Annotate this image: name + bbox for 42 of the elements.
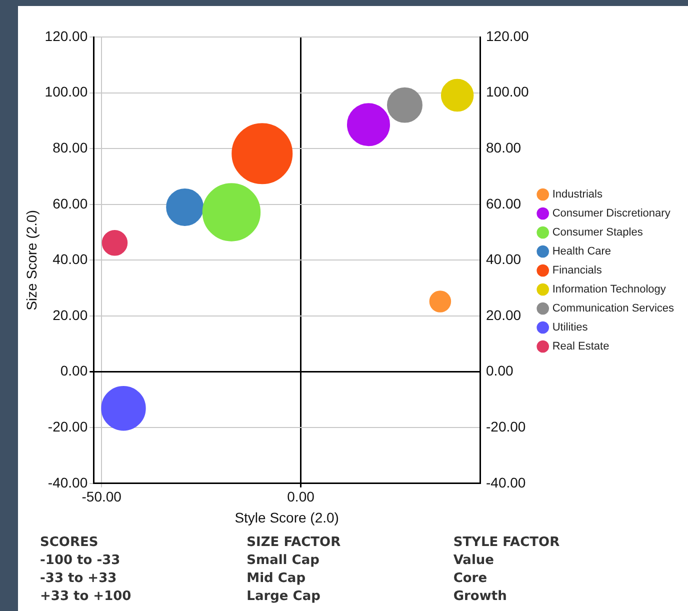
y2-tick-label: 40.00 bbox=[486, 251, 522, 268]
legend-label: Health Care bbox=[552, 246, 612, 258]
y-tick-label: 60.00 bbox=[52, 195, 88, 212]
y-tick-label: 20.00 bbox=[52, 306, 88, 323]
text: Value bbox=[453, 552, 495, 570]
text: Small Cap bbox=[246, 552, 320, 570]
y2-tick-label: -40.00 bbox=[486, 474, 526, 490]
text: STYLE FACTOR bbox=[453, 534, 561, 552]
text: Core bbox=[453, 570, 488, 588]
text: +33 to +100 bbox=[40, 588, 132, 606]
text: Mid Cap bbox=[246, 570, 306, 588]
legend-label: Financials bbox=[552, 264, 602, 277]
y-tick-label: 40.00 bbox=[52, 251, 88, 268]
y2-tick-label: 20.00 bbox=[486, 306, 522, 323]
legend-label: Information Technology bbox=[552, 284, 666, 296]
legend-label: Real Estate bbox=[552, 340, 610, 353]
y2-tick-label: 120.00 bbox=[486, 28, 530, 44]
y-axis-title: Size Score (2.0) bbox=[23, 210, 40, 310]
text: Growth bbox=[453, 588, 508, 606]
text: -33 to +33 bbox=[40, 570, 118, 588]
text: Large Cap bbox=[246, 588, 322, 606]
y-tick-label: 120.00 bbox=[44, 28, 88, 44]
y-tick-label: -20.00 bbox=[48, 418, 88, 434]
y2-tick-label: 60.00 bbox=[486, 195, 522, 212]
legend-label: Consumer Staples bbox=[552, 226, 644, 239]
legend-label: Utilities bbox=[552, 322, 588, 334]
y-tick-label: 0.00 bbox=[60, 362, 88, 379]
x-tick-label: -50.00 bbox=[82, 488, 122, 505]
text: SIZE FACTOR bbox=[246, 534, 342, 552]
y2-tick-label: 80.00 bbox=[486, 139, 522, 156]
legend-label: Consumer Discretionary bbox=[552, 208, 671, 220]
x-axis-title: Style Score (2.0) bbox=[234, 509, 339, 526]
text: -100 to -33 bbox=[40, 552, 122, 570]
y2-tick-label: -20.00 bbox=[486, 418, 526, 434]
y2-tick-label: 100.00 bbox=[486, 84, 530, 100]
text: SCORES bbox=[40, 534, 100, 552]
legend-label: Industrials bbox=[552, 188, 603, 201]
y2-tick-label: 0.00 bbox=[486, 362, 514, 379]
legend-label: Communication Services bbox=[552, 302, 674, 315]
y-tick-label: 100.00 bbox=[44, 84, 88, 100]
y-tick-label: 80.00 bbox=[52, 139, 88, 156]
y-tick-label: -40.00 bbox=[48, 474, 88, 490]
